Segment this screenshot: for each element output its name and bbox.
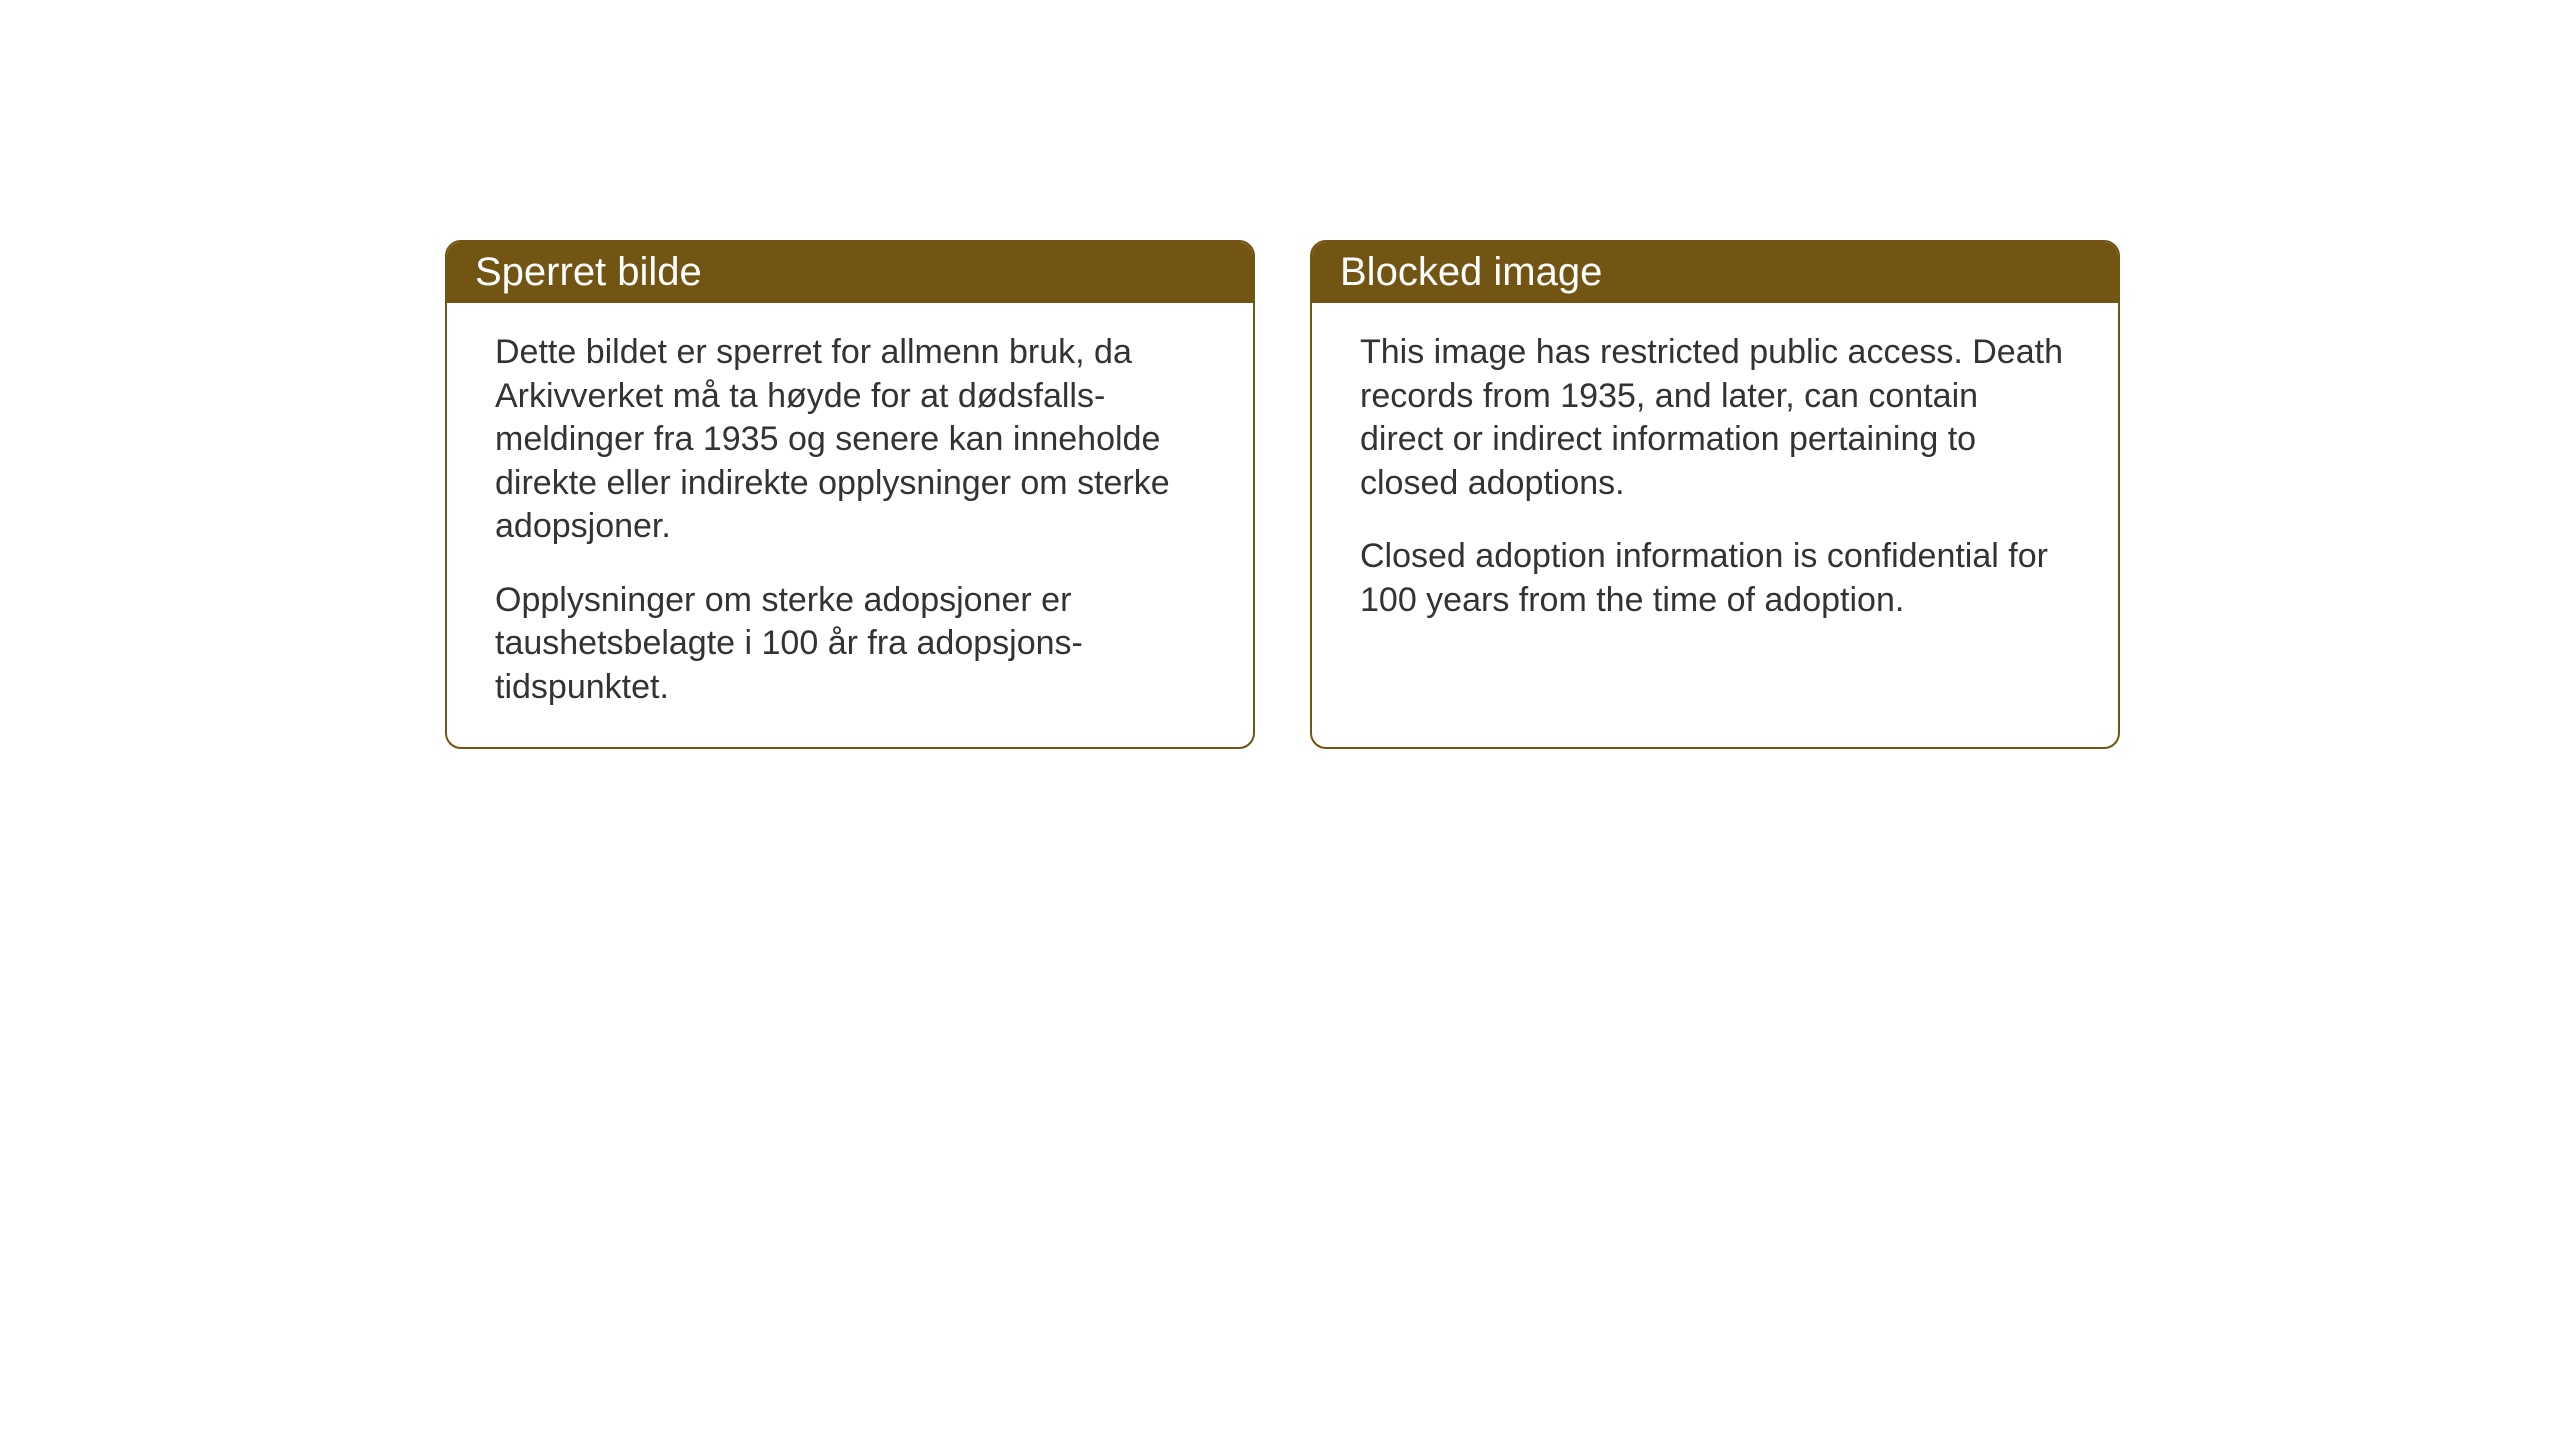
english-card-body: This image has restricted public access.…: [1312, 303, 2118, 660]
norwegian-notice-card: Sperret bilde Dette bildet er sperret fo…: [445, 240, 1255, 749]
norwegian-paragraph-2: Opplysninger om sterke adopsjoner er tau…: [495, 579, 1205, 710]
notice-container: Sperret bilde Dette bildet er sperret fo…: [445, 240, 2120, 749]
norwegian-paragraph-1: Dette bildet er sperret for allmenn bruk…: [495, 331, 1205, 549]
english-paragraph-1: This image has restricted public access.…: [1360, 331, 2070, 505]
english-notice-card: Blocked image This image has restricted …: [1310, 240, 2120, 749]
norwegian-card-body: Dette bildet er sperret for allmenn bruk…: [447, 303, 1253, 747]
norwegian-card-title: Sperret bilde: [447, 242, 1253, 303]
english-card-title: Blocked image: [1312, 242, 2118, 303]
english-paragraph-2: Closed adoption information is confident…: [1360, 535, 2070, 622]
